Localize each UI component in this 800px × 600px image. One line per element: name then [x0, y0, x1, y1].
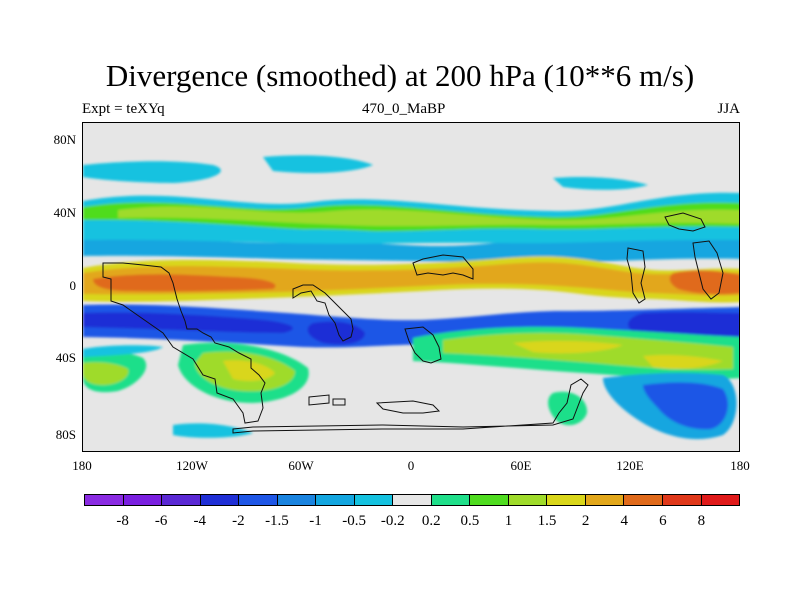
colorbar-box [624, 495, 663, 505]
contour-band [83, 161, 221, 183]
contour-band [223, 360, 275, 381]
map-plot-area [82, 122, 740, 452]
colorbar-label: -2 [232, 513, 245, 529]
lon-label-180-right: 180 [730, 458, 750, 473]
contour-band [263, 155, 373, 173]
contour-band [643, 354, 723, 369]
lon-label-180-left: 180 [72, 458, 92, 473]
contour-band [553, 176, 648, 190]
coastline-layer [102, 212, 724, 434]
time-label: 470_0_MaBP [362, 101, 446, 117]
colorbar-label: 0.2 [421, 513, 441, 529]
continent-outline [626, 247, 646, 304]
colorbar-label: -1 [309, 513, 322, 529]
continent-outline [404, 326, 442, 364]
continent-outline [308, 394, 330, 406]
contour-band [548, 391, 588, 426]
lon-label-60e: 60E [510, 458, 532, 473]
map-title: Divergence (smoothed) at 200 hPa (10**6 … [105, 58, 695, 93]
colorbar-box [162, 495, 201, 505]
contour-band [118, 206, 739, 227]
season-label: JJA [717, 101, 740, 117]
colorbar-label: 6 [659, 513, 667, 529]
colorbar-label: 0.5 [460, 513, 480, 529]
colorbar-box [662, 495, 702, 505]
lon-label-0: 0 [407, 458, 415, 473]
colorbar-label: 4 [620, 513, 628, 529]
continent-outline [102, 262, 266, 424]
lon-label-60w: 60W [288, 458, 314, 473]
contour-band [307, 321, 365, 345]
colorbar-box [508, 495, 548, 505]
lat-label-40s: 40S [55, 350, 76, 365]
colorbar-label: -1.5 [265, 513, 289, 529]
colorbar-label: 1 [504, 513, 513, 529]
colorbar-box [200, 495, 240, 505]
colorbar-label: -0.2 [380, 513, 405, 529]
continent-outline [292, 284, 354, 342]
colorbar-box [470, 495, 509, 505]
continent-outline [375, 400, 441, 414]
contour-band [513, 340, 623, 354]
divergence-map [83, 155, 739, 440]
colorbar-box [547, 495, 586, 505]
continent-outline [664, 212, 706, 232]
colorbar-box [431, 495, 471, 505]
colorbar-label: -8 [116, 513, 129, 529]
contour-band [83, 223, 739, 244]
colorbar-box [585, 495, 625, 505]
continent-outline [332, 398, 346, 406]
colorbar-box [701, 495, 740, 505]
colorbar [84, 494, 740, 506]
colorbar-box [123, 495, 163, 505]
lon-label-120w: 120W [176, 458, 208, 473]
contour-band [93, 274, 276, 292]
contour-band [83, 362, 129, 385]
continent-outline [232, 378, 589, 434]
lon-label-120e: 120E [616, 458, 644, 473]
colorbar-label: 8 [697, 513, 706, 529]
experiment-label: Expt = teXYq [82, 101, 165, 117]
lat-label-80n: 80N [53, 132, 76, 147]
colorbar-box [393, 495, 432, 505]
contour-band [83, 345, 163, 357]
colorbar-label: 2 [581, 513, 590, 529]
colorbar-box [277, 495, 317, 505]
contour-band [669, 270, 739, 295]
contour-band [83, 312, 293, 333]
continent-outline [692, 240, 724, 300]
continent-outline [412, 254, 474, 280]
colorbar-label: -0.5 [342, 513, 366, 529]
lat-label-40n: 40N [53, 205, 76, 220]
contour-band [628, 312, 739, 339]
colorbar-label: 1.5 [537, 513, 557, 529]
colorbar-label: -6 [154, 513, 168, 529]
colorbar-box [85, 495, 124, 505]
contour-band [643, 382, 728, 430]
contour-fill-layer [83, 155, 739, 440]
colorbar-box [316, 495, 355, 505]
lat-label-equator: 0 [69, 278, 77, 293]
colorbar-box [354, 495, 394, 505]
colorbar-box [239, 495, 278, 505]
colorbar-label: -4 [193, 513, 207, 529]
contour-band [173, 423, 253, 438]
lat-label-80s: 80S [55, 427, 76, 442]
